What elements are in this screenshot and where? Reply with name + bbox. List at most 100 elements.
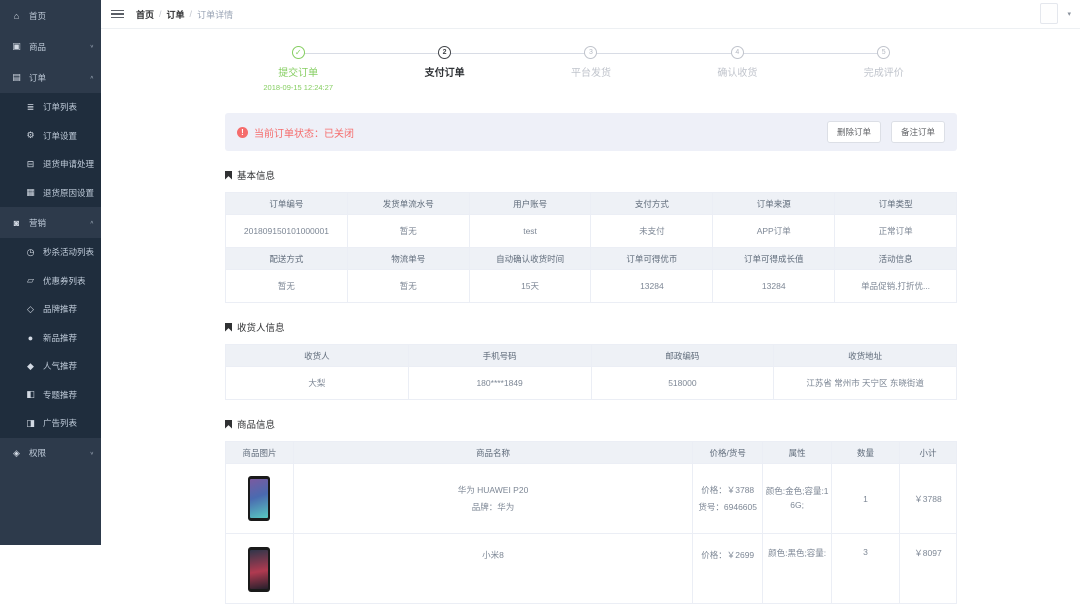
product-name-line: 华为 HUAWEI P20 <box>457 485 529 496</box>
step-3: 3 平台发货 <box>518 46 664 113</box>
sidebar-item-goods[interactable]: ▣ 商品 ∨ <box>0 31 101 62</box>
avatar[interactable] <box>1040 3 1058 24</box>
breadcrumb-home[interactable]: 首页 <box>136 9 155 20</box>
sidebar-item-home[interactable]: ⌂ 首页 <box>0 0 101 31</box>
sidebar-item-label: 商品 <box>29 41 47 52</box>
table-row: 大梨 180****1849 518000 江苏省 常州市 天宁区 东晓街道 <box>225 366 957 400</box>
order-status-alert: ! 当前订单状态：已关闭 删除订单 备注订单 <box>225 113 957 151</box>
sidebar-item-label: 品牌推荐 <box>43 304 78 315</box>
table-header-row: 订单编号 发货单流水号 用户账号 支付方式 订单来源 订单类型 <box>225 192 957 215</box>
goods-icon: ▣ <box>12 41 21 51</box>
table-cell: 暂无 <box>225 269 348 303</box>
sidebar-item-hot[interactable]: ◆ 人气推荐 <box>0 352 101 381</box>
sidebar-item-label: 优惠券列表 <box>43 275 86 286</box>
hot-icon: ◆ <box>27 360 34 371</box>
table-header-cell: 用户账号 <box>468 192 592 215</box>
sidebar: ⌂ 首页 ▣ 商品 ∨ ▤ 订单 ∧ ≣ 订单列表 ⚙ 订单设置 ⊟ 退货申请处理 ▦ 退货原因设置 ◙ 营销 ∧ ◷… <box>0 0 101 545</box>
table-header-cell: 收货地址 <box>773 344 957 367</box>
table-cell: 13284 <box>712 269 836 303</box>
table-cell: 180****1849 <box>407 366 592 400</box>
table-header-cell: 邮政编码 <box>590 344 775 367</box>
step-label: 支付订单 <box>424 68 465 79</box>
return-reason-icon: ▦ <box>26 187 35 198</box>
table-header-cell: 订单可得成长值 <box>712 247 836 270</box>
section-title-text: 基本信息 <box>237 171 276 182</box>
step-timestamp: 2018-09-15 12:24:27 <box>263 83 334 92</box>
breadcrumb-order[interactable]: 订单 <box>166 9 185 20</box>
topbar: 首页 / 订单 / 订单详情 ▾ <box>101 0 1080 29</box>
table-cell <box>225 463 294 534</box>
step-label: 平台发货 <box>570 68 611 79</box>
sidebar-item-marketing[interactable]: ◙ 营销 ∧ <box>0 207 101 238</box>
sidebar-item-advertise[interactable]: ◨ 广告列表 <box>0 409 101 438</box>
step-circle-4: 4 <box>730 46 744 59</box>
table-header-row: 配送方式 物流单号 自动确认收货时间 订单可得优币 订单可得成长值 活动信息 <box>225 247 957 270</box>
brand-tag-icon: ◇ <box>27 303 34 314</box>
table-cell: 正常订单 <box>834 214 957 248</box>
sidebar-item-subject[interactable]: ◧ 专题推荐 <box>0 380 101 409</box>
product-price-line: 价格：￥2699 <box>701 550 755 560</box>
table-header-cell: 订单可得优币 <box>590 247 714 270</box>
sidebar-item-coupon-list[interactable]: ▱ 优惠券列表 <box>0 266 101 295</box>
table-header-cell: 订单编号 <box>225 192 348 215</box>
sidebar-item-new-product[interactable]: ● 新品推荐 <box>0 323 101 352</box>
order-status-text: 当前订单状态：已关闭 <box>254 128 354 140</box>
table-cell: 13284 <box>590 269 714 303</box>
table-cell: 大梨 <box>225 366 409 400</box>
basic-info-table: 订单编号 发货单流水号 用户账号 支付方式 订单来源 订单类型 20180915010100… <box>225 192 957 303</box>
sidebar-item-order[interactable]: ▤ 订单 ∧ <box>0 62 101 93</box>
sidebar-item-label: 退货原因设置 <box>43 187 94 198</box>
hamburger-icon[interactable] <box>111 7 124 20</box>
product-qty-cell: 1 <box>830 463 900 534</box>
sidebar-item-label: 人气推荐 <box>43 361 78 372</box>
sidebar-item-order-setting[interactable]: ⚙ 订单设置 <box>0 121 101 150</box>
step-2: 2 支付订单 <box>371 46 517 113</box>
table-cell: 暂无 <box>346 214 470 248</box>
product-subtotal-cell: ￥8097 <box>898 533 958 604</box>
recipient-info-section-title: 收货人信息 <box>225 320 957 334</box>
order-progress-steps: ✓ 提交订单 2018-09-15 12:24:27 2 支付订单 3 平台发货 4 确认收货 5… <box>225 29 957 113</box>
table-header-cell: 小计 <box>898 441 958 464</box>
step-circle-1: ✓ <box>291 46 305 59</box>
section-title-text: 收货人信息 <box>237 323 285 334</box>
sidebar-item-label: 权限 <box>29 448 47 458</box>
sidebar-item-return-reason[interactable]: ▦ 退货原因设置 <box>0 178 101 207</box>
product-info-section-title: 商品信息 <box>225 417 957 431</box>
sidebar-item-return-apply[interactable]: ⊟ 退货申请处理 <box>0 150 101 179</box>
product-name-line: 小米8 <box>482 550 504 560</box>
delete-order-button[interactable]: 删除订单 <box>826 121 881 143</box>
step-5: 5 完成评价 <box>811 46 957 113</box>
sidebar-item-label: 退货申请处理 <box>43 159 94 170</box>
table-row: 暂无 暂无 15天 13284 13284 单品促销,打折优... <box>225 269 957 303</box>
sidebar-item-order-list[interactable]: ≣ 订单列表 <box>0 93 101 122</box>
main-content: ✓ 提交订单 2018-09-15 12:24:27 2 支付订单 3 平台发货 4 确认收货 5… <box>101 29 1080 604</box>
breadcrumb-separator: / <box>159 9 162 19</box>
chevron-up-icon: ∧ <box>89 75 94 81</box>
sidebar-item-label: 订单列表 <box>43 102 78 113</box>
product-qty-cell: 3 <box>830 533 900 604</box>
huawei-p20-photo <box>248 476 271 521</box>
sidebar-item-brand[interactable]: ◇ 品牌推荐 <box>0 295 101 324</box>
table-cell: 单品促销,打折优... <box>834 269 957 303</box>
sidebar-menu: ⌂ 首页 ▣ 商品 ∨ ▤ 订单 ∧ ≣ 订单列表 ⚙ 订单设置 ⊟ 退货申请处理 ▦ 退货原因设置 ◙ 营销 ∧ ◷… <box>0 0 101 469</box>
sidebar-item-flash-list[interactable]: ◷ 秒杀活动列表 <box>0 238 101 267</box>
breadcrumb: 首页 / 订单 / 订单详情 <box>136 8 233 21</box>
table-row: 201809150101000001 暂无 test 未支付 APP订单 正常订单 <box>225 214 957 248</box>
step-circle-2: 2 <box>438 46 452 59</box>
table-header-cell: 商品名称 <box>292 441 694 464</box>
chevron-down-icon[interactable]: ▾ <box>1067 11 1071 18</box>
table-cell: 未支付 <box>590 214 714 248</box>
note-order-button[interactable]: 备注订单 <box>890 121 945 143</box>
product-row: 小米8 价格：￥2699 颜色:黑色;容量: 3 ￥8097 <box>225 533 958 604</box>
marketing-icon: ◙ <box>13 217 20 228</box>
product-price-cell: 价格：￥3788 货号：6946605 <box>692 463 764 534</box>
table-header-cell: 手机号码 <box>407 344 592 367</box>
sidebar-item-label: 专题推荐 <box>43 389 78 400</box>
step-4: 4 确认收货 <box>664 46 810 113</box>
sidebar-item-permission[interactable]: ◈ 权限 ∨ <box>0 438 101 469</box>
table-header-cell: 收货人 <box>225 344 409 367</box>
basic-info-section-title: 基本信息 <box>225 168 957 182</box>
recipient-info-table: 收货人 手机号码 邮政编码 收货地址 大梨 180****1849 518000 江苏省 常州… <box>225 344 957 400</box>
home-icon: ⌂ <box>13 10 20 21</box>
table-header-cell: 属性 <box>762 441 832 464</box>
